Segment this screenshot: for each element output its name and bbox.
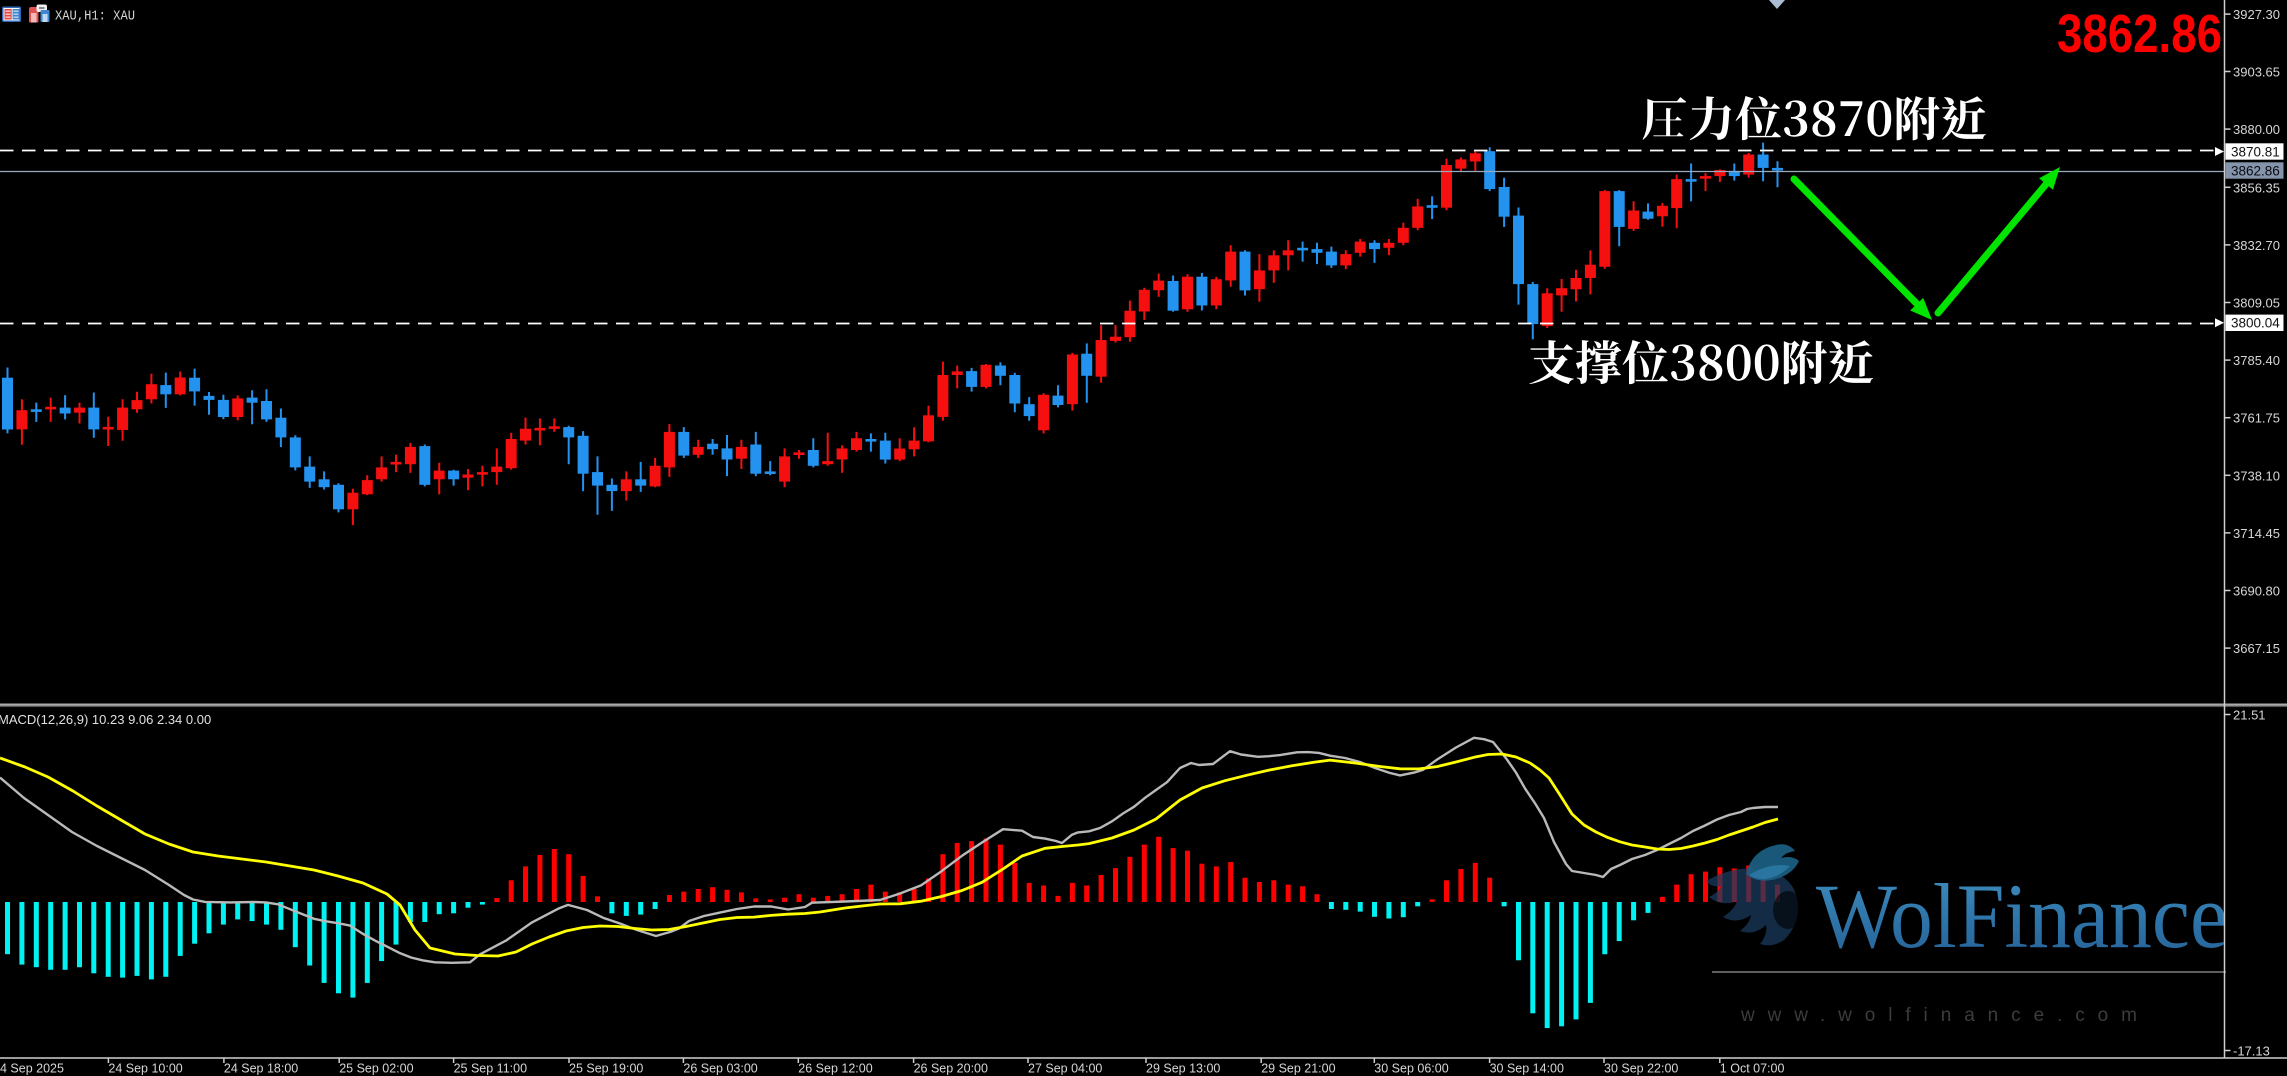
svg-text:-17.13: -17.13 bbox=[2233, 1044, 2270, 1059]
svg-text:26 Sep 12:00: 26 Sep 12:00 bbox=[798, 1062, 872, 1076]
svg-text:30 Sep 06:00: 30 Sep 06:00 bbox=[1374, 1062, 1448, 1076]
svg-text:26 Sep 20:00: 26 Sep 20:00 bbox=[914, 1062, 988, 1076]
svg-text:21.51: 21.51 bbox=[2233, 708, 2266, 723]
svg-text:3690.80: 3690.80 bbox=[2233, 584, 2280, 599]
svg-text:25 Sep 11:00: 25 Sep 11:00 bbox=[454, 1062, 527, 1076]
svg-text:26 Sep 03:00: 26 Sep 03:00 bbox=[683, 1062, 757, 1076]
svg-text:3870.81: 3870.81 bbox=[2231, 144, 2280, 159]
svg-text:30 Sep 14:00: 30 Sep 14:00 bbox=[1490, 1062, 1564, 1076]
svg-text:3785.40: 3785.40 bbox=[2233, 353, 2280, 368]
svg-text:3800.04: 3800.04 bbox=[2231, 316, 2280, 331]
svg-text:24 Sep 18:00: 24 Sep 18:00 bbox=[224, 1062, 298, 1076]
svg-text:3862.86: 3862.86 bbox=[2057, 4, 2222, 64]
svg-text:3667.15: 3667.15 bbox=[2233, 641, 2280, 656]
svg-text:25 Sep 19:00: 25 Sep 19:00 bbox=[569, 1062, 643, 1076]
svg-text:1 Oct 07:00: 1 Oct 07:00 bbox=[1720, 1062, 1785, 1076]
svg-text:25 Sep 02:00: 25 Sep 02:00 bbox=[339, 1062, 413, 1076]
svg-text:3903.65: 3903.65 bbox=[2233, 65, 2280, 80]
svg-text:XAU,H1: XAU: XAU,H1: XAU bbox=[55, 10, 135, 25]
svg-text:27 Sep 04:00: 27 Sep 04:00 bbox=[1028, 1062, 1102, 1076]
svg-text:4 Sep 2025: 4 Sep 2025 bbox=[0, 1062, 64, 1076]
svg-text:MACD(12,26,9) 10.23 9.06 2.34: MACD(12,26,9) 10.23 9.06 2.34 0.00 bbox=[0, 712, 211, 727]
svg-text:3714.45: 3714.45 bbox=[2233, 526, 2280, 541]
svg-text:30 Sep 22:00: 30 Sep 22:00 bbox=[1604, 1062, 1678, 1076]
svg-text:3862.86: 3862.86 bbox=[2231, 163, 2280, 178]
svg-text:24 Sep 10:00: 24 Sep 10:00 bbox=[108, 1062, 182, 1076]
svg-text:3856.35: 3856.35 bbox=[2233, 180, 2280, 195]
svg-text:3761.75: 3761.75 bbox=[2233, 411, 2280, 426]
svg-text:3880.00: 3880.00 bbox=[2233, 122, 2280, 137]
svg-text:3832.70: 3832.70 bbox=[2233, 238, 2280, 253]
svg-text:WolFinance: WolFinance bbox=[1816, 865, 2228, 967]
svg-text:29 Sep 21:00: 29 Sep 21:00 bbox=[1261, 1062, 1335, 1076]
svg-text:29 Sep 13:00: 29 Sep 13:00 bbox=[1146, 1062, 1220, 1076]
svg-text:3809.05: 3809.05 bbox=[2233, 296, 2280, 311]
svg-text:3927.30: 3927.30 bbox=[2233, 7, 2280, 22]
svg-text:3738.10: 3738.10 bbox=[2233, 468, 2280, 483]
